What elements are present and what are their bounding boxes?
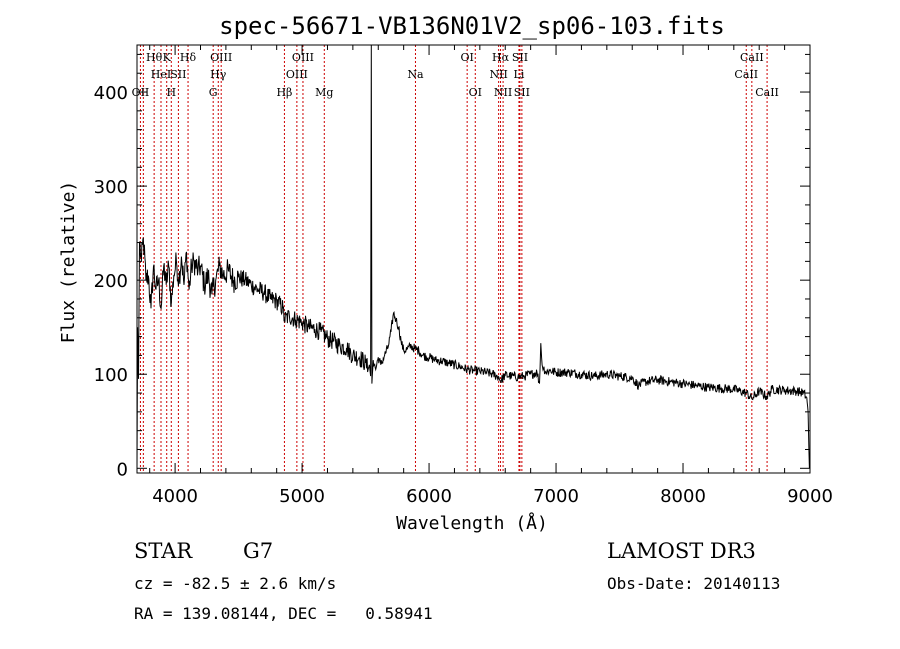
x-tick-label: 8000: [660, 486, 706, 507]
y-tick-labels: 0 100 200 300 400: [94, 83, 128, 480]
object-subclass: G7: [243, 539, 273, 563]
spectral-line-label: H: [166, 86, 176, 99]
spectral-line-label: SII: [170, 68, 186, 81]
redshift-velocity: cz = -82.5 ± 2.6 km/s: [134, 574, 336, 593]
coordinates: RA = 139.08144, DEC = 0.58941: [134, 604, 433, 623]
plot-frame: [137, 45, 810, 473]
spectral-line-label: SII: [512, 51, 528, 64]
y-tick-label: 0: [117, 459, 128, 480]
spectral-line-label: Hδ: [180, 51, 197, 64]
x-tick-label: 4000: [152, 486, 198, 507]
spectral-line-label: Hθ: [146, 51, 163, 64]
y-axis-label: Flux (relative): [58, 181, 79, 344]
y-tick-label: 100: [94, 365, 128, 386]
x-tick-label: 9000: [787, 486, 833, 507]
spectral-line-label: NII: [494, 86, 512, 99]
spectral-line-label: CaII: [755, 86, 779, 99]
spectral-line-label: CaII: [734, 68, 758, 81]
spectral-line-label: Hγ: [210, 68, 227, 81]
x-axis-label: Wavelength (Å): [396, 512, 548, 534]
spectral-line-label: OIII: [292, 51, 314, 64]
chart-title: spec-56671-VB136N01V2_sp06-103.fits: [219, 12, 725, 40]
spectral-line-labels: OIIHθHeIKHSIIHδGHγOIIIHβOIIIOIIIMgNaOIOI…: [132, 51, 779, 99]
spectral-line-label: HeI: [151, 68, 171, 81]
spectral-line-label: CaII: [740, 51, 764, 64]
spectral-line-label: Li: [514, 68, 525, 81]
spectral-lines-layer: [140, 45, 767, 473]
spectral-line-label: Mg: [315, 86, 333, 99]
survey-name: LAMOST DR3: [607, 539, 756, 563]
y-tick-label: 300: [94, 177, 128, 198]
spectral-line-label: SII: [514, 86, 530, 99]
spectral-line-label: Hα: [492, 51, 510, 64]
x-tick-labels: 4000 5000 6000 7000 8000 9000: [152, 486, 833, 507]
spectral-line-label: K: [163, 51, 172, 64]
x-tick-label: 5000: [279, 486, 325, 507]
object-class: STAR: [134, 539, 192, 563]
observation-date: Obs-Date: 20140113: [607, 574, 780, 593]
spectral-line-label: OI: [469, 86, 482, 99]
spectral-line-label: Hβ: [276, 86, 292, 99]
y-tick-label: 200: [94, 271, 128, 292]
spectral-line-label: OIII: [210, 51, 232, 64]
x-tick-label: 6000: [406, 486, 452, 507]
flux-series-line: [137, 45, 809, 468]
spectral-line-label: Na: [407, 68, 424, 81]
spectrum-chart: spec-56671-VB136N01V2_sp06-103.fits OIIH…: [0, 0, 900, 540]
y-tick-label: 400: [94, 83, 128, 104]
spectral-line-label: OI: [460, 51, 473, 64]
x-tick-label: 7000: [533, 486, 579, 507]
spectral-line-label: NII: [489, 68, 507, 81]
spectral-line-label: OIII: [286, 68, 308, 81]
axis-ticks: [137, 45, 810, 473]
spectral-line-label: G: [209, 86, 218, 99]
